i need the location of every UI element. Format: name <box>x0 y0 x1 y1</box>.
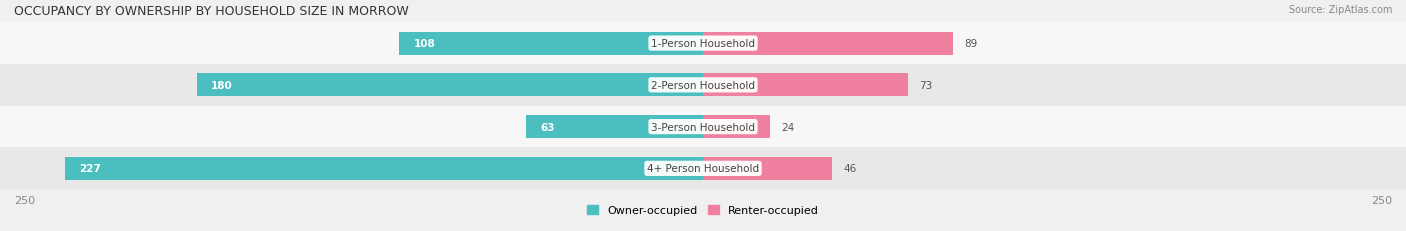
Text: 2-Person Household: 2-Person Household <box>651 80 755 91</box>
Bar <box>399 32 703 55</box>
Bar <box>526 116 703 138</box>
Bar <box>703 32 953 55</box>
Text: 1-Person Household: 1-Person Household <box>651 39 755 49</box>
Text: 89: 89 <box>965 39 977 49</box>
Text: 73: 73 <box>920 80 932 91</box>
Bar <box>0 65 1406 106</box>
Text: 4+ Person Household: 4+ Person Household <box>647 164 759 174</box>
Bar <box>703 116 770 138</box>
Legend: Owner-occupied, Renter-occupied: Owner-occupied, Renter-occupied <box>586 205 820 216</box>
Text: 227: 227 <box>79 164 101 174</box>
Text: Source: ZipAtlas.com: Source: ZipAtlas.com <box>1288 5 1392 15</box>
Text: 108: 108 <box>413 39 434 49</box>
Bar <box>0 23 1406 65</box>
Text: 63: 63 <box>540 122 554 132</box>
Bar <box>0 106 1406 148</box>
Text: 250: 250 <box>14 195 35 205</box>
Bar <box>703 74 908 97</box>
Text: 180: 180 <box>211 80 232 91</box>
Bar <box>0 148 1406 189</box>
Bar <box>65 157 703 180</box>
Text: OCCUPANCY BY OWNERSHIP BY HOUSEHOLD SIZE IN MORROW: OCCUPANCY BY OWNERSHIP BY HOUSEHOLD SIZE… <box>14 5 409 18</box>
Bar <box>703 157 832 180</box>
Text: 3-Person Household: 3-Person Household <box>651 122 755 132</box>
Text: 46: 46 <box>844 164 856 174</box>
Text: 250: 250 <box>1371 195 1392 205</box>
Bar <box>197 74 703 97</box>
Text: 24: 24 <box>782 122 794 132</box>
